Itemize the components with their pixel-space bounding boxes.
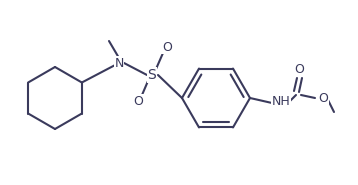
Text: O: O <box>318 92 328 105</box>
Text: O: O <box>294 63 304 75</box>
Text: O: O <box>162 41 172 53</box>
Text: NH: NH <box>272 95 290 107</box>
Text: S: S <box>147 68 156 82</box>
Text: O: O <box>133 95 143 107</box>
Text: N: N <box>114 56 124 70</box>
